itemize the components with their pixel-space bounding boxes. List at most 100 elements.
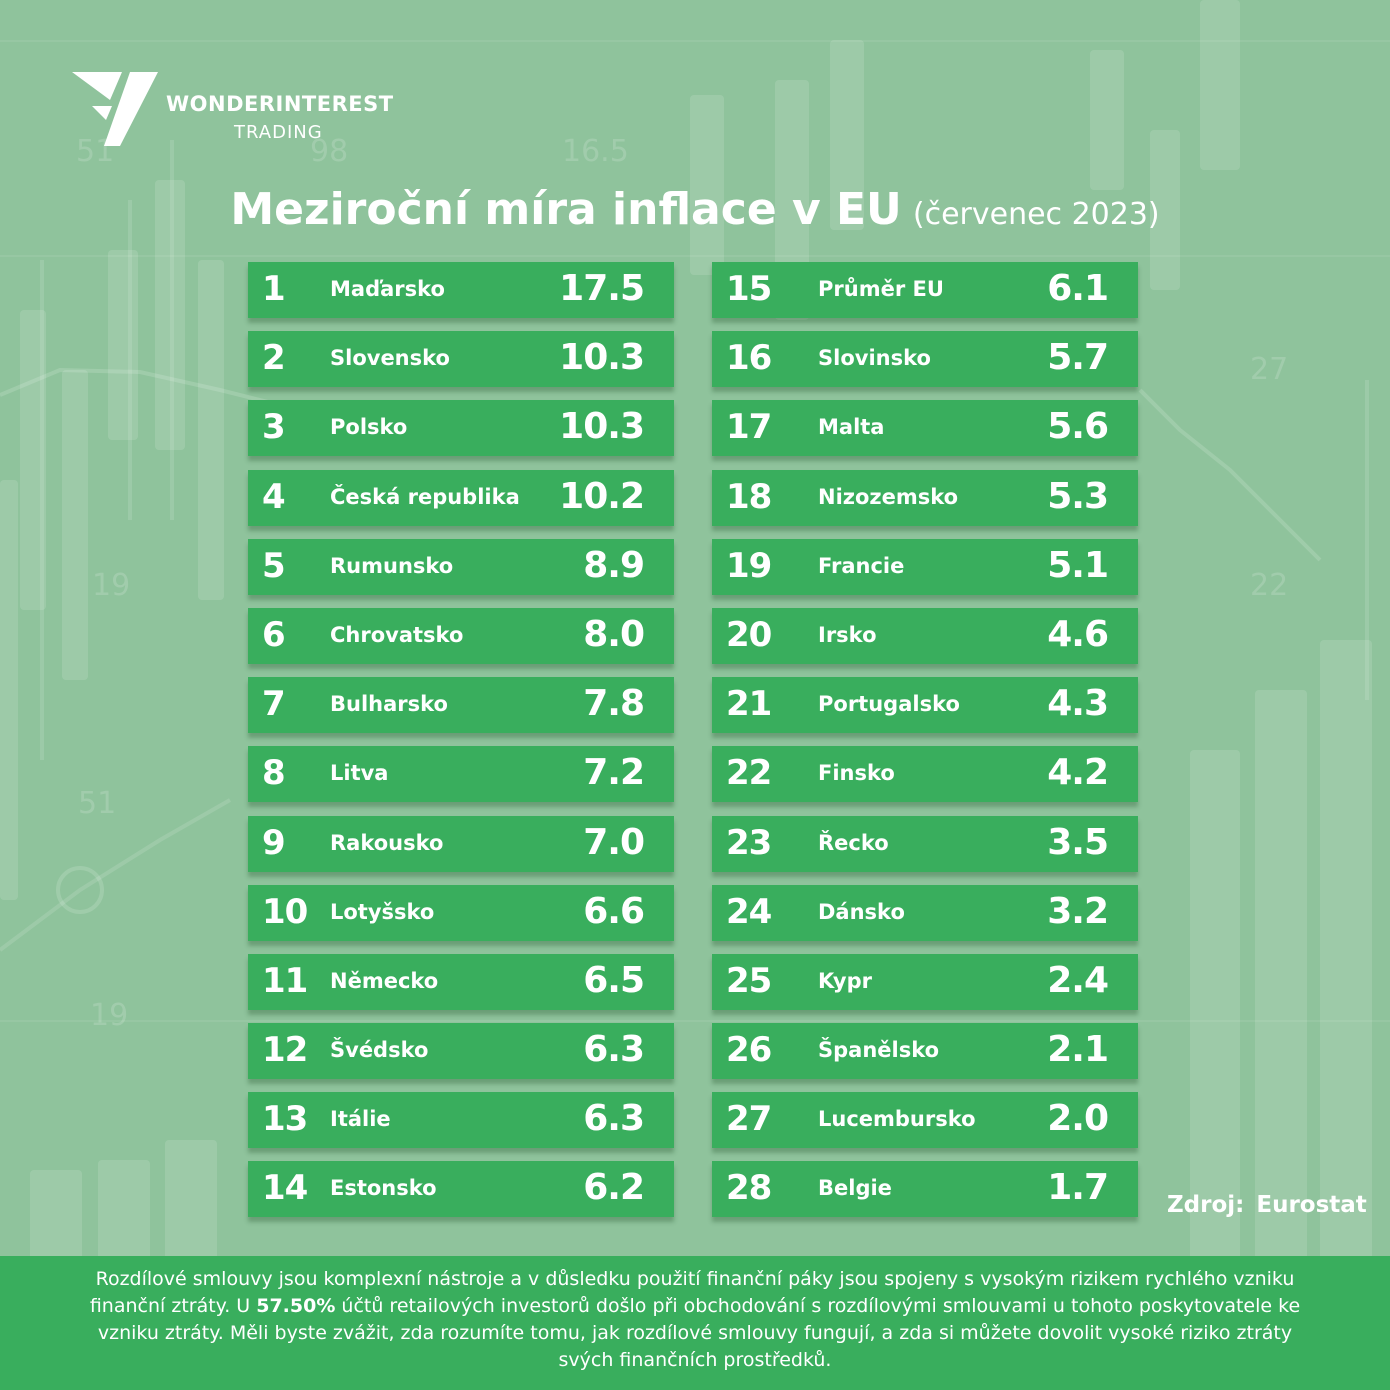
source-note: Zdroj: Eurostat xyxy=(1155,1192,1367,1218)
country-name: Průměr EU xyxy=(818,277,944,301)
country-name: Estonsko xyxy=(330,1176,437,1201)
country-name: Itálie xyxy=(330,1107,391,1132)
ranking-row: 17 Malta 5.6 xyxy=(712,400,1138,457)
ranking-row: 6 Chrovatsko 8.0 xyxy=(248,607,674,664)
country-name: Česká republika xyxy=(330,484,520,509)
brand-subtitle: TRADING xyxy=(234,122,323,143)
rank: 25 xyxy=(726,960,772,1001)
country-name: Švédsko xyxy=(330,1038,429,1063)
country-name: Slovinsko xyxy=(818,346,931,371)
background-number: 16.5 xyxy=(562,134,629,169)
rank: 18 xyxy=(726,476,772,517)
country-name: Lucembursko xyxy=(818,1107,976,1132)
country-name: Francie xyxy=(818,553,905,578)
background-number: 51 xyxy=(78,786,117,821)
inflation-value: 10.3 xyxy=(559,406,645,448)
page-title: Meziroční míra inflace v EU (červenec 20… xyxy=(0,184,1390,235)
inflation-value: 1.7 xyxy=(1047,1167,1109,1209)
inflation-value: 2.0 xyxy=(1047,1098,1109,1140)
ranking-row: 7 Bulharsko 7.8 xyxy=(248,677,674,734)
country-name: Malta xyxy=(818,415,885,440)
ranking-row: 25 Kypr 2.4 xyxy=(712,953,1138,1010)
rank: 21 xyxy=(726,684,772,725)
rank: 6 xyxy=(262,614,286,655)
background-number: 19 xyxy=(92,568,131,603)
inflation-value: 5.7 xyxy=(1047,337,1109,379)
ranking-row: 2 Slovensko 10.3 xyxy=(248,331,674,388)
ranking-row: 28 Belgie 1.7 xyxy=(712,1161,1138,1218)
ranking-row: 14 Estonsko 6.2 xyxy=(248,1161,674,1218)
country-name: Irsko xyxy=(818,622,877,647)
rank: 3 xyxy=(262,407,286,448)
inflation-value: 5.6 xyxy=(1047,406,1109,448)
inflation-value: 8.9 xyxy=(583,544,645,586)
country-name: Rumunsko xyxy=(330,553,454,578)
inflation-value: 17.5 xyxy=(559,268,645,309)
ranking-row: 9 Rakousko 7.0 xyxy=(248,815,674,872)
logo-mark-icon xyxy=(72,72,158,146)
rank: 14 xyxy=(262,1168,308,1209)
country-name: Slovensko xyxy=(330,346,450,371)
source-label: Zdroj: xyxy=(1167,1192,1245,1218)
ranking-column-left: 1 Maďarsko 17.5 2 Slovensko 10.3 3 Polsko 10.3… xyxy=(248,262,674,1231)
rank: 20 xyxy=(726,614,772,655)
rank: 28 xyxy=(726,1168,772,1209)
inflation-value: 6.5 xyxy=(583,959,645,1001)
inflation-value: 6.1 xyxy=(1047,268,1109,309)
country-name: Finsko xyxy=(818,761,895,786)
inflation-value: 4.6 xyxy=(1047,613,1109,655)
inflation-value: 2.4 xyxy=(1047,959,1109,1001)
rank: 11 xyxy=(262,960,308,1001)
country-name: Kypr xyxy=(818,968,873,993)
ranking-column-right: 15 Průměr EU 6.1 16 Slovinsko 5.7 17 Malta 5.6… xyxy=(712,262,1138,1231)
inflation-value: 7.0 xyxy=(583,821,645,863)
rank: 19 xyxy=(726,545,772,586)
loss-percentage: 57.50% xyxy=(256,1295,336,1317)
inflation-value: 3.5 xyxy=(1047,821,1109,863)
rank: 13 xyxy=(262,1099,308,1140)
inflation-value: 5.1 xyxy=(1047,544,1109,586)
rank: 2 xyxy=(262,338,286,379)
country-name: Polsko xyxy=(330,415,408,440)
inflation-value: 6.3 xyxy=(583,1098,645,1140)
ranking-row: 12 Švédsko 6.3 xyxy=(248,1023,674,1080)
rank: 17 xyxy=(726,407,772,448)
inflation-value: 8.0 xyxy=(583,613,645,655)
inflation-value: 10.3 xyxy=(559,337,645,379)
ranking-row: 11 Německo 6.5 xyxy=(248,953,674,1010)
rank: 9 xyxy=(262,822,286,863)
disclaimer-text-after: účtů retailových investorů došlo při obc… xyxy=(97,1295,1301,1371)
rank: 1 xyxy=(262,269,286,309)
inflation-value: 6.6 xyxy=(583,890,645,932)
ranking-row: 27 Lucembursko 2.0 xyxy=(712,1092,1138,1149)
background-number: 98 xyxy=(310,134,349,169)
background-number: 19 xyxy=(90,998,129,1033)
country-name: Rakousko xyxy=(330,830,444,855)
ranking-row: 26 Španělsko 2.1 xyxy=(712,1023,1138,1080)
rank: 27 xyxy=(726,1099,772,1140)
source-value: Eurostat xyxy=(1256,1192,1367,1218)
ranking-row: 10 Lotyšsko 6.6 xyxy=(248,884,674,941)
background-number: 27 xyxy=(1250,352,1289,387)
ranking-row: 15 Průměr EU 6.1 xyxy=(712,262,1138,318)
country-name: Španělsko xyxy=(818,1038,940,1063)
ranking-row: 16 Slovinsko 5.7 xyxy=(712,331,1138,388)
rank: 16 xyxy=(726,338,772,379)
inflation-value: 6.2 xyxy=(583,1167,645,1209)
rank: 22 xyxy=(726,753,772,794)
inflation-value: 5.3 xyxy=(1047,475,1109,517)
risk-disclaimer: Rozdílové smlouvy jsou komplexní nástroj… xyxy=(0,1256,1390,1390)
rank: 4 xyxy=(262,476,286,517)
country-name: Portugalsko xyxy=(818,692,960,717)
inflation-value: 3.2 xyxy=(1047,890,1109,932)
country-name: Nizozemsko xyxy=(818,484,959,509)
country-name: Chrovatsko xyxy=(330,622,464,647)
inflation-value: 7.2 xyxy=(583,752,645,794)
ranking-row: 24 Dánsko 3.2 xyxy=(712,884,1138,941)
rank: 8 xyxy=(262,753,286,794)
ranking-row: 1 Maďarsko 17.5 xyxy=(248,262,674,318)
rank: 23 xyxy=(726,822,772,863)
rank: 12 xyxy=(262,1030,308,1071)
country-name: Maďarsko xyxy=(330,277,445,301)
